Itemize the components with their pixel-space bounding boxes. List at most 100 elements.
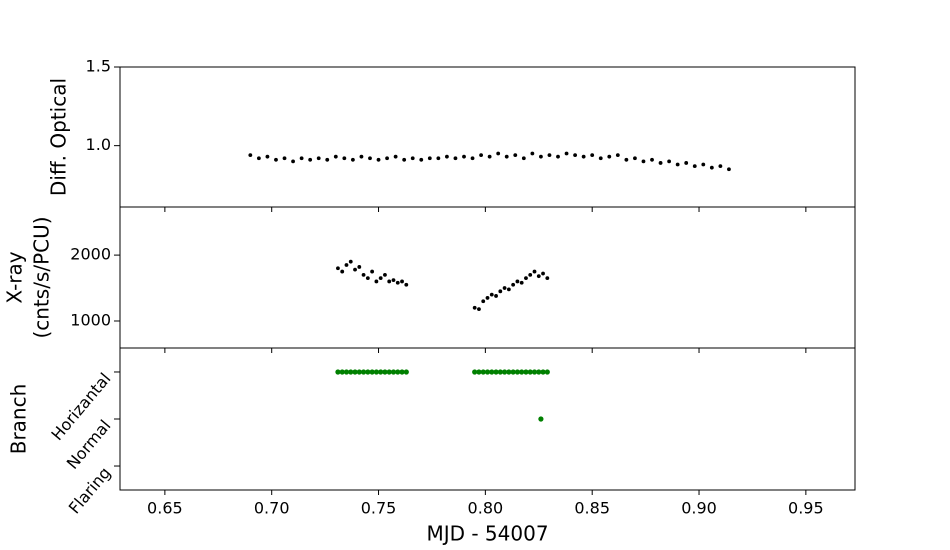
data-point (378, 369, 384, 375)
data-point (727, 167, 731, 172)
data-point (472, 305, 477, 310)
data-point (368, 156, 372, 161)
data-point (374, 279, 379, 284)
data-point (382, 369, 388, 375)
data-point (333, 154, 338, 159)
data-point (528, 272, 533, 277)
data-point (265, 154, 270, 159)
data-point (360, 369, 367, 375)
x-tick-label: 0.65 (147, 499, 183, 518)
data-point (472, 369, 478, 375)
data-point (291, 159, 295, 164)
data-point (523, 369, 529, 375)
data-point (436, 156, 441, 161)
data-point (365, 276, 370, 281)
data-point (487, 154, 492, 159)
data-point (615, 153, 620, 157)
data-point (539, 154, 543, 159)
data-point (494, 294, 498, 298)
data-point (383, 272, 387, 277)
y-axis-label: Branch (7, 384, 31, 455)
data-point (370, 269, 375, 274)
data-point (299, 156, 304, 161)
data-point (501, 369, 508, 375)
data-point (484, 369, 491, 375)
data-point (564, 151, 569, 156)
data-point (527, 369, 533, 375)
data-point (369, 369, 375, 375)
data-point (419, 157, 424, 162)
data-point (590, 153, 595, 157)
y-axis-label: (cnts/s/PCU) (30, 216, 54, 338)
data-point (530, 151, 535, 156)
data-point (496, 151, 501, 156)
data-point (462, 154, 466, 159)
data-point (391, 278, 396, 283)
data-point (547, 153, 552, 157)
data-point (641, 159, 646, 164)
data-point (445, 154, 449, 159)
data-point (365, 369, 371, 375)
data-point (692, 164, 697, 169)
data-point (274, 157, 278, 162)
data-point (532, 269, 537, 274)
data-point (624, 157, 629, 162)
data-point (514, 369, 521, 375)
data-point (489, 369, 495, 375)
data-point (403, 369, 409, 375)
data-point (506, 287, 511, 292)
data-point (510, 369, 516, 375)
data-point (519, 280, 524, 285)
data-point (521, 156, 526, 161)
x-axis-label: MJD - 54007 (426, 522, 548, 546)
data-point (427, 156, 432, 161)
plot-frame (119, 347, 856, 491)
x-tick-label: 0.70 (254, 499, 290, 518)
data-point (342, 156, 347, 161)
y-tick-label: 1.5 (86, 57, 111, 76)
data-point (325, 157, 330, 162)
data-point (348, 259, 353, 264)
data-point (506, 369, 512, 375)
data-point (336, 266, 340, 271)
data-point (524, 276, 528, 281)
data-point (709, 165, 714, 170)
data-point (410, 156, 415, 161)
data-point (498, 289, 503, 294)
y-axis-label: Diff. Optical (47, 78, 71, 196)
data-point (395, 369, 401, 375)
data-point (675, 162, 680, 167)
data-point (357, 265, 362, 269)
data-point (556, 154, 560, 159)
data-point (511, 282, 516, 287)
y-axis-label: X-ray (3, 251, 27, 303)
x-tick-label: 0.85 (574, 499, 610, 518)
data-point (531, 369, 538, 375)
data-point (400, 279, 404, 284)
data-point (378, 276, 383, 281)
data-point (352, 369, 358, 375)
x-tick-label: 0.80 (468, 499, 504, 518)
data-point (353, 267, 357, 272)
data-point (344, 263, 349, 267)
data-point (504, 154, 509, 159)
data-point (453, 156, 458, 161)
data-point (485, 296, 490, 300)
data-point (356, 369, 362, 375)
y-tick-label: 1.0 (86, 135, 111, 154)
data-point (540, 369, 546, 375)
data-point (348, 369, 354, 375)
data-point (390, 369, 397, 375)
data-point (339, 369, 345, 375)
data-point (470, 156, 475, 161)
data-point (387, 279, 392, 284)
data-point (248, 153, 253, 157)
data-point (340, 269, 345, 274)
data-point (489, 292, 494, 297)
data-point (361, 272, 366, 277)
data-point (493, 369, 499, 375)
data-point (519, 369, 525, 375)
data-point (343, 369, 350, 375)
